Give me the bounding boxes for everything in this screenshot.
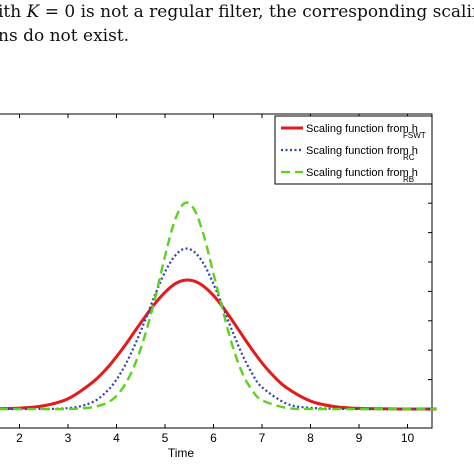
legend-entry-fswt-subscript: FSWT [403,131,426,140]
legend-entry-rb-subscript: RB [403,175,414,184]
text-line-2: ns do not exist. [0,26,130,46]
legend-entry-rc-label: Scaling function from h [306,145,418,157]
text-line-1: ith K = 0 is not a regular filter, the c… [0,0,474,24]
series-line-fswt [0,278,437,411]
x-tick-label: 10 [401,431,415,445]
x-axis-ticks: 2 3 4 5 6 7 8 9 10 [16,114,414,445]
x-axis-label: Time [168,446,195,460]
legend-entry-rb-label: Scaling function from h [306,167,418,179]
math-variable-k: K [26,2,40,22]
paper-text: ith K = 0 is not a regular filter, the c… [0,0,474,48]
x-tick-label: 6 [210,431,217,445]
legend-entry-rc-subscript: RC [403,153,415,162]
x-tick-label: 3 [65,431,72,445]
curves [0,201,437,411]
math-equals-zero: = 0 [39,2,76,22]
x-tick-label: 5 [162,431,169,445]
text-line-1-prefix: ith [0,2,27,22]
x-tick-label: 9 [356,431,363,445]
x-tick-label: 2 [16,431,23,445]
text-line-1-suffix: is not a regular filter, the correspondi… [75,2,474,22]
x-tick-label: 7 [259,431,266,445]
x-tick-label: 4 [113,431,120,445]
legend-entry-fswt-label: Scaling function from h [306,123,418,135]
x-tick-label: 8 [307,431,314,445]
series-line-rb [0,201,437,411]
series-line-rc [0,247,437,411]
